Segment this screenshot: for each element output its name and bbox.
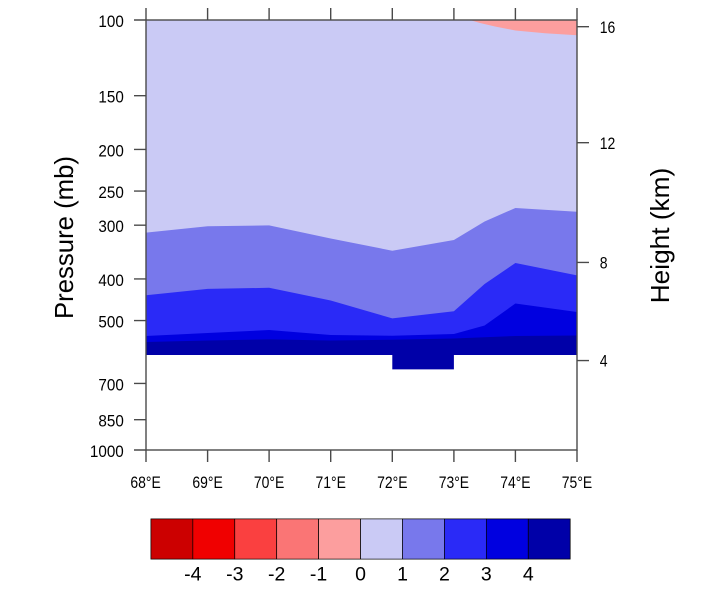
svg-text:850: 850 [98,412,123,431]
svg-text:Height (km): Height (km) [645,168,675,304]
svg-text:200: 200 [98,141,123,160]
svg-text:250: 250 [98,183,123,202]
svg-text:400: 400 [98,271,123,290]
svg-text:4: 4 [523,564,534,586]
svg-text:150: 150 [98,88,123,107]
svg-text:-2: -2 [268,564,285,586]
svg-text:100: 100 [98,12,123,31]
svg-text:300: 300 [98,217,123,236]
svg-text:72°E: 72°E [377,473,407,492]
svg-text:12: 12 [600,134,616,153]
svg-text:73°E: 73°E [439,473,469,492]
svg-text:2: 2 [439,564,450,586]
svg-text:1: 1 [397,564,408,586]
svg-text:-1: -1 [310,564,327,586]
svg-text:68°E: 68°E [130,473,160,492]
svg-text:70°E: 70°E [254,473,284,492]
svg-text:4: 4 [600,352,608,371]
svg-text:3: 3 [481,564,492,586]
svg-text:74°E: 74°E [500,473,530,492]
svg-text:-3: -3 [226,564,243,586]
svg-text:69°E: 69°E [192,473,222,492]
svg-text:75°E: 75°E [562,473,592,492]
svg-text:Pressure (mb): Pressure (mb) [49,156,79,319]
svg-text:-4: -4 [184,564,201,586]
svg-text:700: 700 [98,375,123,394]
svg-text:1000: 1000 [90,442,124,461]
svg-text:71°E: 71°E [316,473,346,492]
svg-text:16: 16 [600,18,616,37]
svg-text:8: 8 [600,254,608,273]
svg-text:500: 500 [98,313,123,332]
svg-text:0: 0 [355,564,366,586]
